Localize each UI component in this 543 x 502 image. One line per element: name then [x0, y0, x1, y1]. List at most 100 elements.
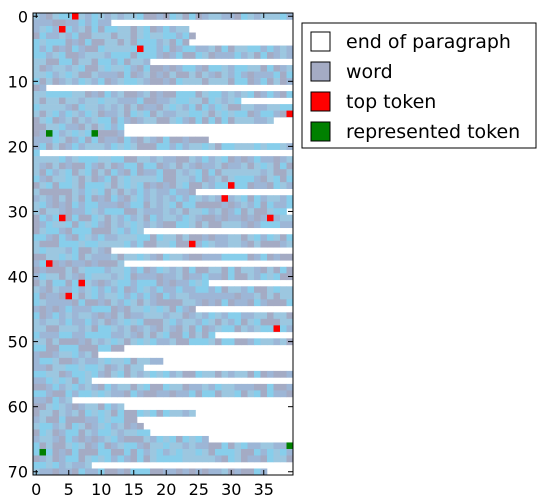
word-cell	[104, 169, 112, 176]
heatmap-row	[33, 247, 112, 255]
word-cell	[46, 299, 53, 307]
word-cell	[189, 169, 196, 176]
word-cell	[215, 110, 222, 118]
word-cell	[85, 390, 92, 398]
word-cell	[137, 299, 144, 307]
word-cell	[52, 58, 60, 66]
word-cell	[91, 214, 99, 222]
word-cell	[59, 325, 66, 333]
word-cell	[65, 188, 73, 196]
word-cell	[33, 461, 40, 469]
word-cell	[156, 26, 164, 33]
word-cell	[254, 71, 261, 79]
word-cell	[33, 214, 40, 222]
word-cell	[98, 71, 105, 79]
y-tick-label: 50	[8, 333, 28, 352]
heatmap-row	[33, 65, 294, 72]
word-cell	[169, 292, 177, 300]
word-cell	[46, 52, 53, 59]
word-cell	[176, 240, 183, 248]
word-cell	[137, 58, 144, 66]
word-cell	[169, 305, 177, 313]
word-cell	[215, 221, 222, 229]
word-cell	[65, 143, 73, 150]
word-cell	[39, 65, 47, 72]
word-cell	[91, 266, 99, 274]
word-cell	[39, 312, 47, 320]
word-cell	[202, 266, 209, 274]
word-cell	[117, 45, 125, 53]
word-cell	[182, 175, 190, 183]
word-cell	[91, 221, 99, 229]
word-cell	[202, 240, 209, 248]
word-cell	[254, 273, 261, 281]
word-cell	[176, 435, 183, 443]
word-cell	[65, 175, 73, 183]
heatmap-row	[33, 227, 144, 235]
word-cell	[137, 312, 144, 320]
word-cell	[156, 32, 164, 40]
word-cell	[254, 175, 261, 183]
word-cell	[39, 104, 47, 111]
word-cell	[234, 292, 242, 300]
word-cell	[254, 318, 261, 326]
word-cell	[130, 58, 138, 66]
word-cell	[91, 201, 99, 209]
word-cell	[33, 448, 40, 456]
word-cell	[98, 273, 105, 281]
word-cell	[280, 221, 287, 229]
word-cell	[228, 156, 235, 163]
word-cell	[267, 208, 274, 216]
word-cell	[39, 162, 47, 170]
word-cell	[260, 182, 268, 189]
word-cell	[65, 227, 73, 235]
word-cell	[241, 214, 248, 222]
word-cell	[65, 338, 73, 346]
word-cell	[150, 39, 157, 46]
word-cell	[78, 221, 86, 229]
word-cell	[189, 13, 196, 20]
word-cell	[280, 78, 287, 85]
word-cell	[254, 104, 261, 111]
word-cell	[72, 357, 79, 365]
word-cell	[169, 383, 177, 391]
word-cell	[247, 338, 255, 346]
x-tick-label: 5	[64, 480, 74, 499]
word-cell	[98, 188, 105, 196]
heatmap-row	[33, 442, 294, 450]
word-cell	[182, 312, 190, 320]
word-cell	[202, 338, 209, 346]
heatmap-row	[33, 117, 274, 124]
word-cell	[33, 279, 40, 287]
word-cell	[156, 390, 164, 398]
word-cell	[247, 442, 255, 450]
word-cell	[65, 247, 73, 255]
word-cell	[78, 130, 86, 137]
word-cell	[111, 156, 118, 163]
word-cell	[202, 299, 209, 307]
word-cell	[46, 422, 53, 430]
word-cell	[156, 292, 164, 300]
word-cell	[52, 383, 60, 391]
word-cell	[215, 234, 222, 242]
word-cell	[98, 65, 105, 72]
word-cell	[208, 240, 216, 248]
heatmap-row	[33, 318, 294, 326]
word-cell	[202, 156, 209, 163]
word-cell	[59, 292, 66, 300]
word-cell	[150, 195, 157, 203]
word-cell	[124, 208, 131, 216]
word-cell	[241, 13, 248, 20]
word-cell	[195, 234, 203, 242]
word-cell	[130, 71, 138, 79]
word-cell	[169, 182, 177, 189]
word-cell	[104, 110, 112, 118]
word-cell	[280, 65, 287, 72]
word-cell	[39, 403, 47, 411]
word-cell	[234, 383, 242, 391]
word-cell	[260, 383, 268, 391]
word-cell	[202, 13, 209, 20]
word-cell	[234, 201, 242, 209]
word-cell	[260, 214, 268, 222]
word-cell	[39, 299, 47, 307]
